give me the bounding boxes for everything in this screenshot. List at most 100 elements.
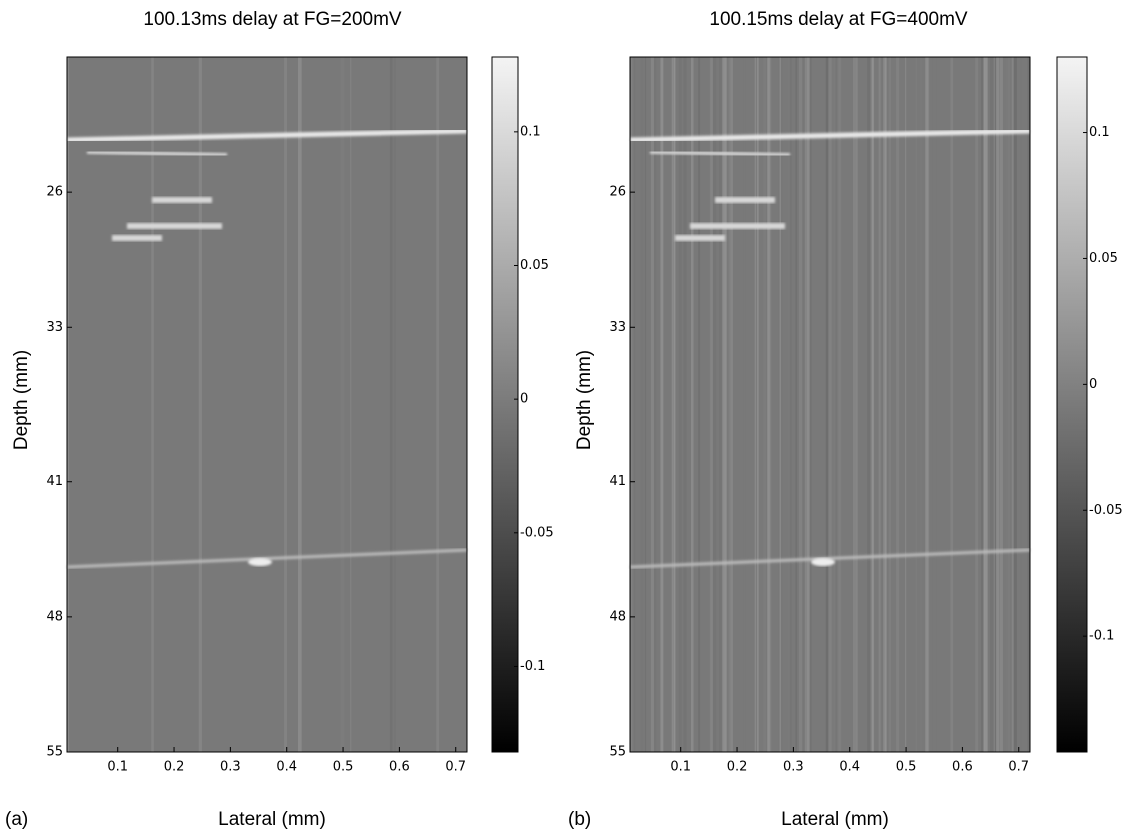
image-streak	[769, 57, 772, 752]
y-tick-label: 41	[609, 474, 626, 489]
image-reflector	[629, 548, 1031, 569]
image-streak	[743, 57, 746, 752]
y-axis-label: Depth (mm)	[574, 350, 595, 450]
image-streak	[709, 57, 712, 752]
image-streak	[920, 57, 922, 752]
x-tick-label: 0.6	[389, 760, 410, 775]
plot-frame	[66, 56, 468, 753]
x-tick-label: 0.6	[952, 760, 973, 775]
image-blob	[127, 223, 222, 229]
image-streak	[671, 57, 676, 752]
image-reflector	[649, 150, 791, 157]
image-streak	[1020, 57, 1022, 752]
image-blob	[675, 235, 725, 241]
image-streak	[838, 57, 842, 752]
image-reflector	[66, 128, 468, 143]
image-streak	[888, 57, 892, 752]
image-streak	[878, 57, 881, 752]
image-streak	[1008, 57, 1010, 752]
colorbar-tick-label: -0.1	[520, 659, 545, 674]
panel: 100.15ms delay at FG=400mV Lateral (mm) (b…	[568, 9, 1123, 830]
x-tick-label: 0.5	[896, 760, 917, 775]
image-streak	[722, 57, 726, 752]
image-streak	[805, 57, 810, 752]
x-tick-label: 0.1	[670, 760, 691, 775]
y-tick-label: 41	[46, 474, 63, 489]
image	[629, 57, 1031, 752]
image-streak	[67, 57, 69, 752]
image-background	[67, 57, 467, 752]
colorbar-tick-label: 0	[520, 392, 528, 407]
x-tick-label: 0.4	[839, 760, 860, 775]
image-streak	[284, 57, 288, 752]
image-streak	[350, 57, 352, 752]
image-streak	[1011, 57, 1014, 752]
image-streak	[678, 57, 682, 752]
image-blob	[690, 223, 785, 229]
x-tick-label: 0.5	[333, 760, 354, 775]
image-streak	[807, 57, 810, 752]
image-streak	[711, 57, 713, 752]
x-tick-label: 0.4	[276, 760, 297, 775]
panel: 100.13ms delay at FG=200mV Lateral (mm) (a…	[5, 9, 554, 830]
y-tick-label: 26	[609, 185, 626, 200]
image-reflector	[86, 150, 228, 157]
image-streak	[905, 57, 907, 752]
image-streak	[990, 57, 994, 752]
image-blob	[112, 235, 162, 241]
image-streak	[1005, 57, 1009, 752]
image-streak	[852, 57, 857, 752]
y-tick-label: 26	[46, 185, 63, 200]
image-streak	[950, 57, 954, 752]
panel-label: (a)	[5, 809, 28, 830]
x-tick-label: 0.3	[220, 760, 241, 775]
image-streak	[755, 57, 757, 752]
image-streak	[808, 57, 812, 752]
image-blob	[715, 197, 775, 203]
image-streak	[653, 57, 657, 752]
image-streak	[151, 57, 154, 752]
colorbar	[1056, 56, 1088, 753]
colorbar	[491, 56, 519, 753]
image-streak	[719, 57, 722, 752]
y-tick-label: 48	[46, 609, 63, 624]
image-streak	[767, 57, 771, 752]
image	[66, 57, 468, 752]
image-streak	[340, 57, 345, 752]
image-streak	[884, 57, 887, 752]
image-streak	[698, 57, 701, 752]
chart-title: 100.15ms delay at FG=400mV	[709, 9, 968, 30]
colorbar-tick-label: -0.1	[1089, 629, 1114, 644]
image-reflector	[66, 548, 468, 569]
y-tick-label: 33	[46, 320, 63, 335]
image-streak	[1013, 57, 1017, 752]
y-tick-label: 48	[609, 609, 626, 624]
image-streak	[640, 57, 644, 752]
image-streak	[833, 57, 836, 752]
colorbar-tick-label: 0.1	[1089, 125, 1110, 140]
image-streak	[981, 57, 985, 752]
image-reflector	[629, 128, 1031, 143]
y-tick-label: 55	[46, 745, 63, 760]
image-streak	[825, 57, 830, 752]
x-tick-label: 0.3	[783, 760, 804, 775]
image-streak	[993, 57, 995, 752]
image-streak	[872, 57, 874, 752]
x-tick-label: 0.7	[1008, 760, 1029, 775]
image-streak	[856, 57, 858, 752]
image-streak	[393, 57, 396, 752]
x-tick-label: 0.1	[107, 760, 128, 775]
colorbar-tick-label: 0	[1089, 377, 1097, 392]
image-streak	[789, 57, 792, 752]
image-streak	[630, 57, 633, 752]
y-tick-label: 33	[609, 320, 626, 335]
image-streak	[1027, 57, 1030, 752]
image-streak	[683, 57, 687, 752]
x-tick-label: 0.7	[445, 760, 466, 775]
image-streak	[975, 57, 979, 752]
image-streak	[983, 57, 988, 752]
image-streak	[727, 57, 732, 752]
plot-frame	[629, 56, 1031, 753]
image-streak	[999, 57, 1003, 752]
image-streak	[644, 57, 647, 752]
